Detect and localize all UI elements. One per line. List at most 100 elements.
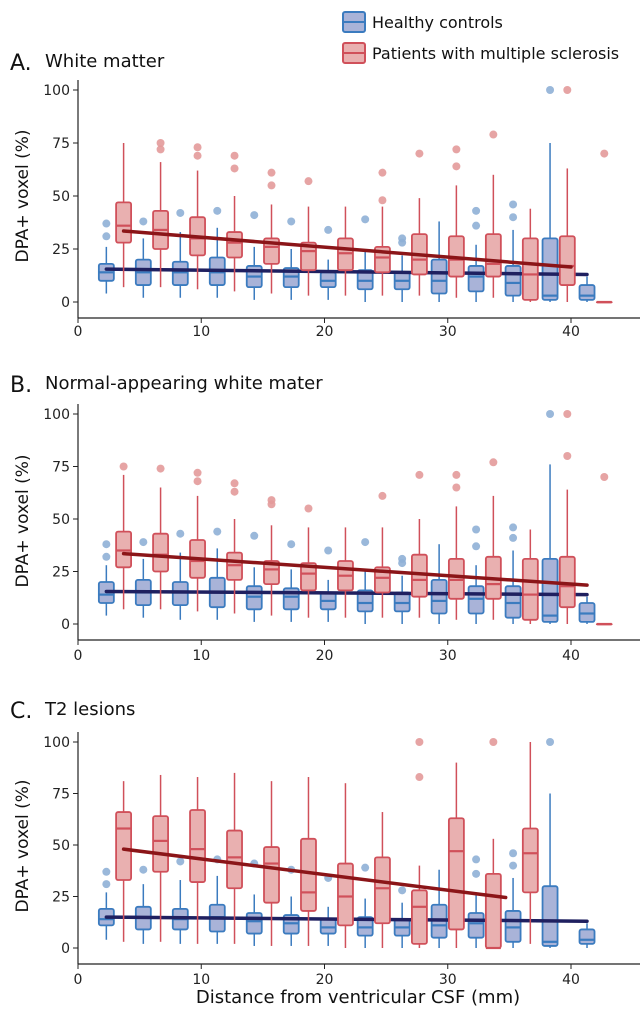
box — [504, 265, 522, 297]
outlier-point — [102, 552, 111, 561]
box — [300, 562, 317, 592]
panel-white-matter: 0 25 50 75 100 0 10 20 30 40 — [43, 80, 640, 340]
outlier-point — [600, 149, 609, 158]
box — [226, 829, 243, 890]
outlier-point — [193, 151, 202, 160]
outlier-point — [102, 540, 111, 549]
outlier-point — [509, 533, 518, 542]
outlier-point — [472, 855, 481, 864]
outlier-point — [361, 863, 370, 872]
outlier-point — [546, 738, 555, 746]
outlier-point — [119, 462, 128, 471]
outlier-point — [287, 540, 296, 549]
box — [152, 532, 169, 573]
outlier-point — [472, 525, 481, 534]
outlier-point — [378, 491, 387, 500]
trend-line — [121, 847, 508, 900]
box — [411, 889, 428, 945]
panel-a-label: A. — [10, 51, 32, 76]
box — [467, 912, 485, 939]
box — [521, 827, 539, 894]
y-axis-label-panel-a: DPA+ voxel (%) — [13, 129, 33, 262]
panel-b-heading: B. Normal-appearing white mater — [10, 373, 323, 398]
y-tick-label: 50 — [52, 512, 70, 528]
y-tick-label: 0 — [61, 295, 70, 311]
box — [430, 258, 448, 295]
x-axis-label: Distance from ventricular CSF (mm) — [196, 987, 520, 1008]
box — [521, 558, 539, 621]
panel-a-title: White matter — [45, 51, 165, 72]
x-tick-label: 30 — [439, 972, 457, 988]
outlier-point — [176, 208, 185, 217]
outlier-point — [193, 477, 202, 486]
outlier-point — [250, 531, 259, 540]
panel-c-label: C. — [10, 699, 32, 724]
outlier-point — [378, 196, 387, 205]
outlier-point — [509, 213, 518, 222]
outlier-point — [267, 181, 276, 190]
box — [484, 233, 502, 278]
y-tick-label: 75 — [52, 136, 70, 152]
series-healthy-controls — [97, 86, 596, 302]
legend: Healthy controls Patients with multiple … — [342, 11, 619, 64]
outlier-point — [102, 880, 111, 889]
x-tick-label: 30 — [439, 648, 457, 664]
outlier-point — [324, 225, 333, 234]
y-tick-label: 25 — [52, 890, 70, 906]
x-tick-label: 0 — [74, 972, 83, 988]
y-tick-label: 50 — [52, 838, 70, 854]
box — [578, 284, 596, 301]
outlier-point — [139, 538, 148, 547]
outlier-point — [546, 410, 555, 418]
trend-line — [121, 551, 589, 587]
y-tick-label: 25 — [52, 242, 70, 258]
outlier-point — [230, 487, 239, 496]
panel-c-title: T2 lesions — [44, 699, 135, 720]
box — [356, 589, 374, 613]
outlier-point — [193, 143, 202, 152]
box — [541, 558, 559, 623]
legend-label-ms-patients: Patients with multiple sclerosis — [372, 44, 619, 63]
box — [337, 862, 354, 927]
outlier-point — [563, 86, 572, 94]
box — [115, 201, 133, 244]
box — [558, 235, 576, 286]
outlier-point — [139, 217, 148, 226]
box — [245, 912, 263, 935]
outlier-point — [361, 215, 370, 224]
trend-line — [104, 267, 589, 277]
outlier-point — [452, 145, 461, 154]
outlier-point — [193, 468, 202, 477]
outlier-point — [509, 200, 518, 209]
panel-normal-appearing-white-matter: 0 25 50 75 100 0 10 20 30 40 — [43, 404, 640, 664]
outlier-point — [398, 234, 407, 243]
panel-t2-lesions: 0 25 50 75 100 0 10 20 30 40 — [43, 732, 640, 988]
y-axis-label-panel-c: DPA+ voxel (%) — [13, 779, 33, 912]
series-healthy-controls — [97, 410, 596, 624]
outlier-point — [230, 164, 239, 173]
outlier-point — [509, 861, 518, 870]
outlier-point — [139, 865, 148, 874]
box — [484, 872, 502, 949]
box — [541, 237, 559, 301]
box — [189, 809, 206, 883]
series-healthy-controls — [97, 738, 596, 948]
outlier-point — [415, 773, 424, 782]
x-tick-label: 0 — [74, 324, 83, 340]
x-tick-label: 10 — [192, 324, 210, 340]
outlier-point — [230, 479, 239, 488]
outlier-point — [304, 177, 313, 186]
outlier-point — [415, 470, 424, 479]
panel-b-label: B. — [10, 373, 32, 398]
box — [374, 566, 391, 594]
outlier-point — [489, 738, 498, 746]
outlier-point — [213, 206, 222, 215]
outlier-point — [509, 849, 518, 858]
outlier-point — [102, 867, 111, 876]
outlier-point — [267, 496, 276, 505]
box — [263, 846, 280, 904]
outlier-point — [398, 554, 407, 563]
y-axis-label-panel-b: DPA+ voxel (%) — [13, 454, 33, 587]
y-tick-label: 25 — [52, 565, 70, 581]
